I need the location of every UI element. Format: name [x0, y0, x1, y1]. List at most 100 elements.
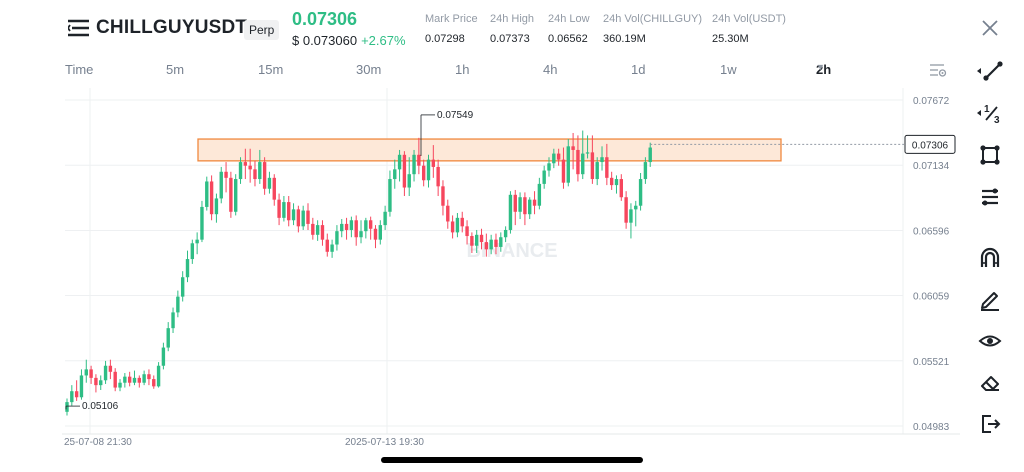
- line-draw-tool[interactable]: [976, 57, 1004, 85]
- current-price-tag: 0.07306: [904, 134, 956, 154]
- line-draw-icon: [977, 61, 1003, 81]
- svg-text:1: 1: [984, 104, 990, 115]
- candle-body: [320, 225, 325, 240]
- candle-body: [330, 244, 334, 252]
- candle-body: [412, 154, 416, 175]
- menu-drawer-icon[interactable]: [68, 18, 90, 38]
- candle-body: [523, 197, 527, 215]
- high-annotation: 0.07549: [437, 110, 474, 121]
- candle-body: [70, 391, 74, 403]
- candle-body: [344, 223, 349, 230]
- candle-body: [446, 205, 450, 222]
- price-chart[interactable]: BINANCE 0.07549 0.05106 0.076720.071340.…: [0, 84, 960, 456]
- candle-body: [123, 376, 127, 383]
- candle-body: [470, 236, 474, 246]
- magnet-tool[interactable]: [976, 244, 1004, 272]
- candle-body: [248, 165, 252, 170]
- interval-selected-label: 2h: [816, 62, 832, 77]
- candle-body: [142, 374, 146, 383]
- fibonacci-tool[interactable]: 1 3: [976, 99, 1004, 127]
- candle-body: [619, 179, 623, 198]
- exit-icon: [982, 415, 1001, 433]
- stat-24h-vol-quote: 24h Vol(USDT) 25.30M: [712, 13, 786, 45]
- visibility-tool[interactable]: [976, 327, 1004, 355]
- shapes-tool[interactable]: [976, 141, 1004, 169]
- candle-body: [542, 170, 546, 184]
- candle-body: [426, 159, 431, 181]
- pencil-tool[interactable]: [976, 285, 1004, 313]
- exit-tool[interactable]: [976, 410, 1004, 438]
- candle-body: [291, 209, 296, 221]
- candle-body: [638, 179, 643, 206]
- candle-body: [629, 209, 633, 223]
- candle-body: [634, 205, 638, 210]
- candle-body: [518, 197, 522, 212]
- x-label-mid: 2025-07-13 19:30: [345, 437, 424, 448]
- interval-time[interactable]: Time: [65, 62, 94, 77]
- candle-body: [460, 217, 464, 227]
- candle-body: [185, 259, 190, 278]
- candle-body: [609, 177, 614, 186]
- candle-body: [171, 312, 175, 329]
- indicator-list-tool[interactable]: [976, 183, 1004, 211]
- candle-body: [118, 382, 122, 388]
- candle-body: [229, 177, 233, 212]
- stat-label: 24h Low: [548, 13, 590, 25]
- current-price-box: [904, 134, 956, 154]
- candle-body: [325, 239, 329, 252]
- candle-body: [378, 225, 382, 240]
- candle-body: [513, 194, 517, 212]
- candle-body: [431, 159, 436, 167]
- candle-body: [103, 365, 108, 381]
- candle-body: [127, 376, 132, 383]
- interval-1d[interactable]: 1d: [631, 62, 646, 77]
- candle-body: [205, 181, 209, 207]
- candle-body: [296, 209, 301, 227]
- candle-body: [528, 199, 532, 215]
- interval-1w[interactable]: 1w: [720, 62, 737, 77]
- svg-text:3: 3: [994, 115, 1000, 126]
- candle-body: [499, 237, 503, 247]
- symbol-title[interactable]: CHILLGUYUSDT: [96, 17, 248, 38]
- candle-body: [200, 206, 204, 240]
- candle-body: [156, 365, 161, 387]
- candle-body: [556, 153, 561, 160]
- stat-value: 360.19M: [603, 33, 646, 45]
- candle-body: [552, 153, 556, 164]
- candle-body: [359, 231, 363, 238]
- candle-body: [364, 220, 368, 232]
- chevron-down-icon: ▼: [816, 62, 825, 72]
- chart-annotations: 0.07549 0.05106: [65, 110, 474, 412]
- pencil-icon: [981, 292, 999, 311]
- interval-4h[interactable]: 4h: [543, 62, 558, 77]
- candle-body: [475, 234, 479, 246]
- candle-body: [147, 374, 151, 380]
- candle-body: [224, 171, 228, 178]
- price-axis: 0.07672 0.07134 0.06596 0.06059 0.05521 0.049…: [913, 96, 950, 433]
- interval-30m[interactable]: 30m: [356, 62, 382, 77]
- resistance-zone[interactable]: [197, 138, 782, 162]
- candle-body: [489, 239, 493, 250]
- candle-body: [479, 234, 484, 243]
- candle-body: [113, 371, 117, 388]
- candle-body: [306, 210, 310, 224]
- interval-5m[interactable]: 5m: [166, 62, 185, 77]
- interval-15m[interactable]: 15m: [258, 62, 284, 77]
- candle-body: [503, 229, 508, 238]
- home-indicator[interactable]: [381, 457, 643, 463]
- chart-settings-icon[interactable]: [929, 62, 947, 78]
- interval-1h[interactable]: 1h: [455, 62, 470, 77]
- stat-24h-high: 24h High 0.07373: [490, 13, 534, 45]
- candle-body: [79, 375, 84, 398]
- close-icon[interactable]: [980, 18, 1000, 38]
- candle-body: [132, 377, 137, 383]
- stat-label: 24h Vol(CHILLGUY): [603, 13, 703, 25]
- eraser-tool[interactable]: [976, 368, 1004, 396]
- watermark: BINANCE: [466, 240, 557, 262]
- candle-body: [397, 154, 402, 170]
- candle-body: [441, 186, 445, 206]
- candle-body: [354, 220, 358, 238]
- candle-body: [74, 391, 79, 398]
- candle-body: [614, 179, 619, 186]
- candle-body: [508, 194, 513, 230]
